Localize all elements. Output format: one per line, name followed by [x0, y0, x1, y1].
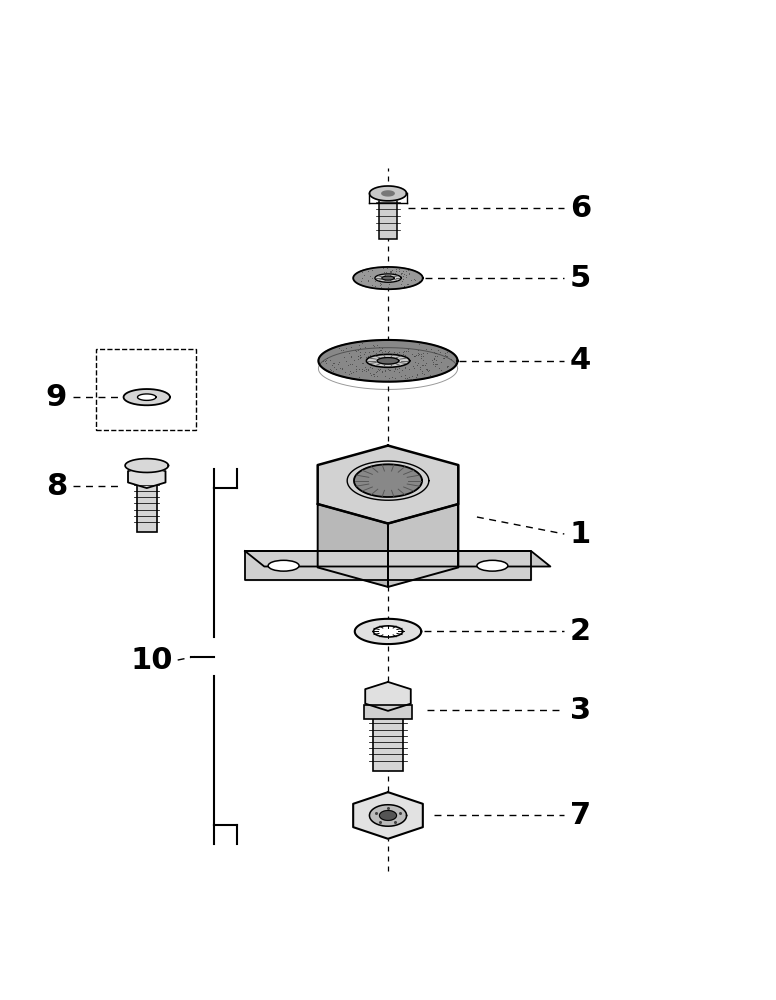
Polygon shape [377, 358, 399, 364]
Polygon shape [245, 551, 550, 566]
Polygon shape [382, 191, 394, 196]
Polygon shape [375, 274, 401, 282]
Text: 3: 3 [570, 696, 591, 725]
Text: 6: 6 [570, 194, 591, 223]
Text: 5: 5 [570, 264, 591, 293]
Polygon shape [369, 186, 407, 201]
Polygon shape [137, 477, 157, 532]
Polygon shape [317, 446, 459, 524]
Polygon shape [388, 504, 459, 587]
Ellipse shape [477, 560, 508, 571]
Polygon shape [379, 811, 397, 820]
Text: 9: 9 [46, 383, 67, 412]
Polygon shape [355, 619, 421, 644]
Polygon shape [125, 459, 168, 472]
Polygon shape [128, 466, 165, 488]
Text: 2: 2 [570, 617, 591, 646]
Polygon shape [369, 805, 407, 826]
Polygon shape [365, 705, 411, 719]
Text: 10: 10 [130, 646, 173, 675]
Text: 7: 7 [570, 801, 591, 830]
Polygon shape [137, 394, 156, 400]
Text: 8: 8 [46, 472, 67, 501]
Polygon shape [379, 199, 397, 239]
Polygon shape [318, 340, 458, 382]
Polygon shape [354, 464, 422, 497]
Polygon shape [317, 504, 388, 587]
Polygon shape [373, 626, 403, 637]
Polygon shape [353, 792, 423, 839]
Text: 4: 4 [570, 346, 591, 375]
Polygon shape [353, 267, 423, 289]
Polygon shape [382, 276, 394, 280]
Ellipse shape [268, 560, 299, 571]
Polygon shape [245, 551, 531, 580]
Polygon shape [366, 354, 410, 367]
Polygon shape [373, 701, 403, 771]
Polygon shape [365, 682, 411, 711]
Polygon shape [123, 389, 170, 405]
Text: 1: 1 [570, 520, 591, 549]
